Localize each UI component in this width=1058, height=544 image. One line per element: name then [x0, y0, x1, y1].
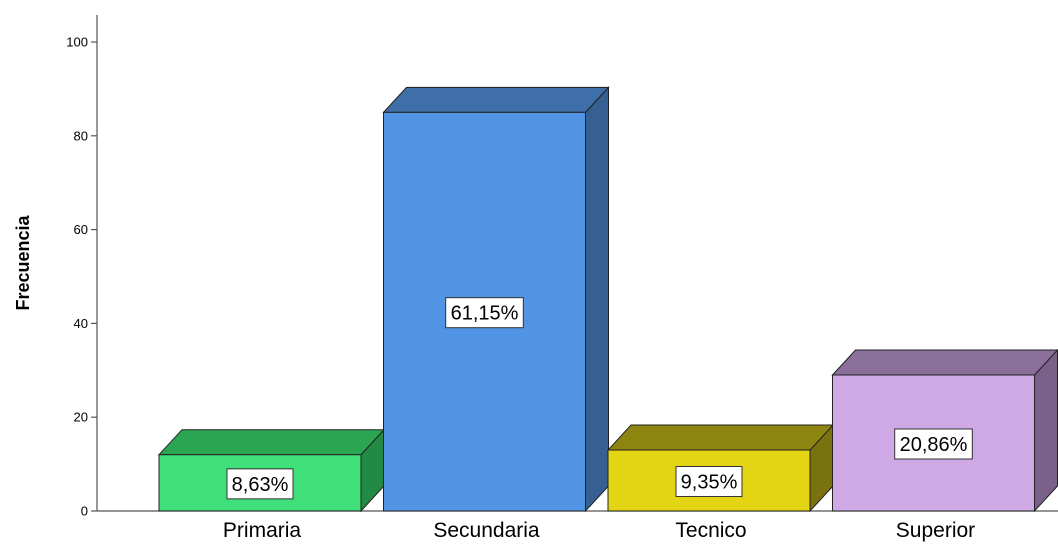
- category-label: Superior: [896, 519, 975, 542]
- bar-tecnico: 9,35%: [606, 423, 835, 513]
- bar-secundaria: 61,15%: [382, 86, 610, 513]
- y-tick-label: 80: [74, 128, 88, 143]
- data-label: 61,15%: [451, 303, 519, 325]
- y-tick-label: 60: [74, 222, 88, 237]
- category-label: Tecnico: [675, 519, 746, 542]
- bar-primaria: 8,63%: [157, 428, 386, 513]
- bar-top-face: [157, 429, 386, 456]
- bar-superior: 20,86%: [831, 348, 1058, 513]
- bar-side-face: [1034, 348, 1058, 513]
- bar-side-face: [585, 86, 609, 513]
- category-label: Secundaria: [433, 519, 540, 542]
- data-label-box: [894, 428, 973, 460]
- data-label: 9,35%: [681, 472, 738, 494]
- y-ticks: 0 20 40 60 80 100: [66, 35, 97, 519]
- bar-top-face: [606, 424, 835, 451]
- data-label: 20,86%: [900, 434, 968, 456]
- bar-top-face: [382, 86, 610, 113]
- category-labels: Primaria Secundaria Tecnico Superior: [223, 519, 975, 542]
- y-tick-label: 100: [66, 35, 88, 50]
- data-label: 8,63%: [232, 474, 289, 496]
- y-tick-label: 0: [81, 504, 88, 519]
- data-label-box: [445, 297, 524, 329]
- data-label-box: [226, 468, 294, 500]
- bar-top-face: [831, 349, 1058, 376]
- y-tick-label: 40: [74, 316, 88, 331]
- category-label: Primaria: [223, 519, 301, 542]
- bars: 8,63% 61,15% 9,35% 20,86%: [157, 86, 1058, 513]
- y-tick-label: 20: [74, 410, 88, 425]
- y-axis-title: Frecuencia: [13, 214, 33, 310]
- data-label-box: [675, 466, 743, 498]
